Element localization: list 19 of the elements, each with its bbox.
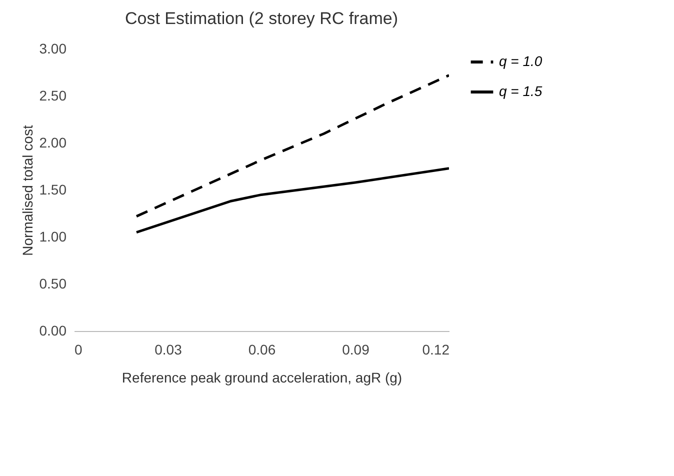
x-tick-label: 0 [74,342,82,358]
chart-title: Cost Estimation (2 storey RC frame) [124,9,398,28]
x-tick-label: 0.09 [342,342,370,358]
y-tick-label: 1.00 [39,228,67,244]
y-tick-label: 0.50 [39,276,67,292]
x-tick-label: 0.12 [422,342,450,358]
x-tick-label: 0.03 [154,342,182,358]
line-series [135,74,449,218]
y-tick-label: 2.00 [39,134,67,150]
y-tick-label: 2.50 [39,88,67,104]
line-series [135,167,449,234]
y-tick-label: 3.00 [39,40,67,56]
y-tick-label: 0.00 [39,322,67,338]
legend-label: q = 1.5 [499,83,542,99]
legend-label: q = 1.0 [499,53,542,69]
y-tick-label: 1.50 [39,182,67,198]
y-axis-title: Normalised total cost [19,125,36,256]
x-tick-label: 0.06 [248,342,276,358]
x-axis-title: Reference peak ground acceleration, agR (g) [122,370,402,386]
